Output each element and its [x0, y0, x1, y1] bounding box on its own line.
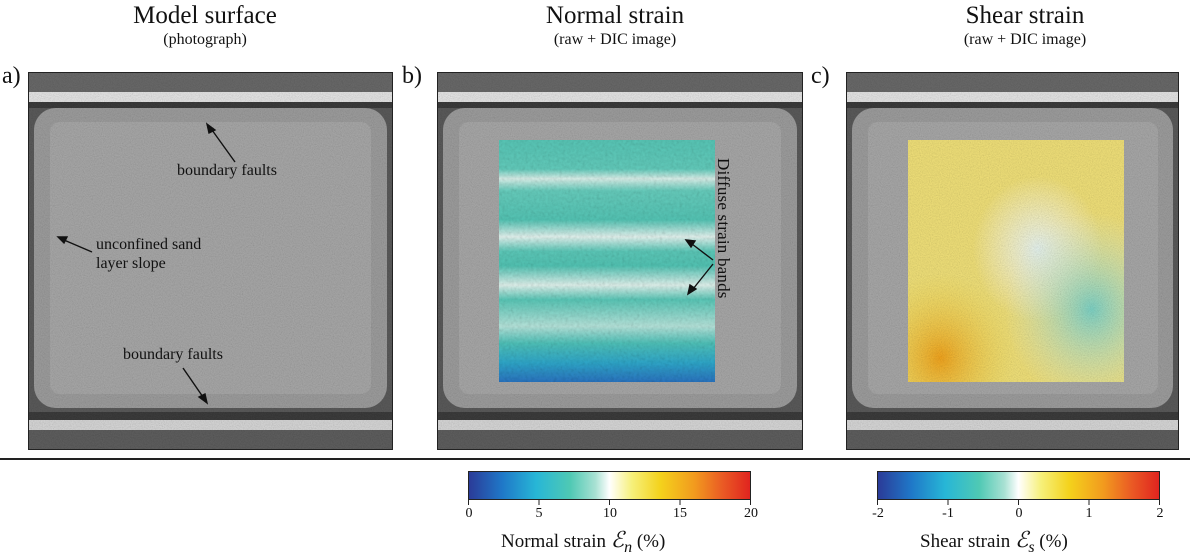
shear-tick-3: 1 — [1085, 506, 1093, 521]
shear-strain-symbol: ℰ — [1014, 527, 1029, 552]
annotation-unconfined-line2: layer slope — [96, 255, 166, 272]
annotation-unconfined-line1: unconfined sand — [96, 236, 202, 253]
shear-tick-4: 2 — [1156, 506, 1164, 521]
panel-c-image — [846, 72, 1179, 450]
colorbar-shear — [877, 471, 1160, 507]
shear-tick-2: 0 — [1015, 506, 1023, 521]
panel-c-title: Shear strain — [965, 2, 1085, 29]
panel-b-letter: b) — [402, 63, 422, 89]
annotation-boundary-faults-bottom: boundary faults — [123, 346, 223, 363]
panel-a-title: Model surface — [133, 2, 277, 29]
normal-tick-4: 20 — [744, 506, 758, 521]
panel-b-image — [437, 72, 803, 450]
shear-tick-1: -1 — [942, 506, 954, 521]
panel-b-title: Normal strain — [545, 2, 685, 29]
annotation-diffuse-bands: Diffuse strain bands — [714, 158, 733, 299]
panel-a-subtitle: (photograph) — [163, 31, 247, 48]
shear-tick-0: -2 — [872, 506, 884, 521]
normal-strain-symbol: ℰ — [610, 527, 625, 552]
normal-tick-0: 0 — [465, 506, 473, 521]
normal-strain-subscript: n — [624, 538, 633, 556]
panel-b-subtitle: (raw + DIC image) — [553, 31, 677, 48]
colorbar-normal-label: Normal strain ℰn (%) — [501, 527, 666, 556]
normal-tick-1: 5 — [535, 506, 543, 521]
normal-tick-2: 10 — [603, 506, 617, 521]
annotation-boundary-faults-top: boundary faults — [177, 162, 277, 179]
shear-strain-subscript: s — [1028, 538, 1035, 556]
panel-a-letter: a) — [2, 63, 21, 89]
panel-c-letter: c) — [811, 63, 830, 89]
colorbar-normal — [468, 471, 751, 507]
panel-a-photo — [28, 72, 393, 450]
normal-tick-3: 15 — [673, 506, 687, 521]
colorbar-shear-label: Shear strain ℰs (%) — [920, 527, 1068, 556]
separator-line — [0, 458, 1190, 460]
panel-c-subtitle: (raw + DIC image) — [963, 31, 1087, 48]
